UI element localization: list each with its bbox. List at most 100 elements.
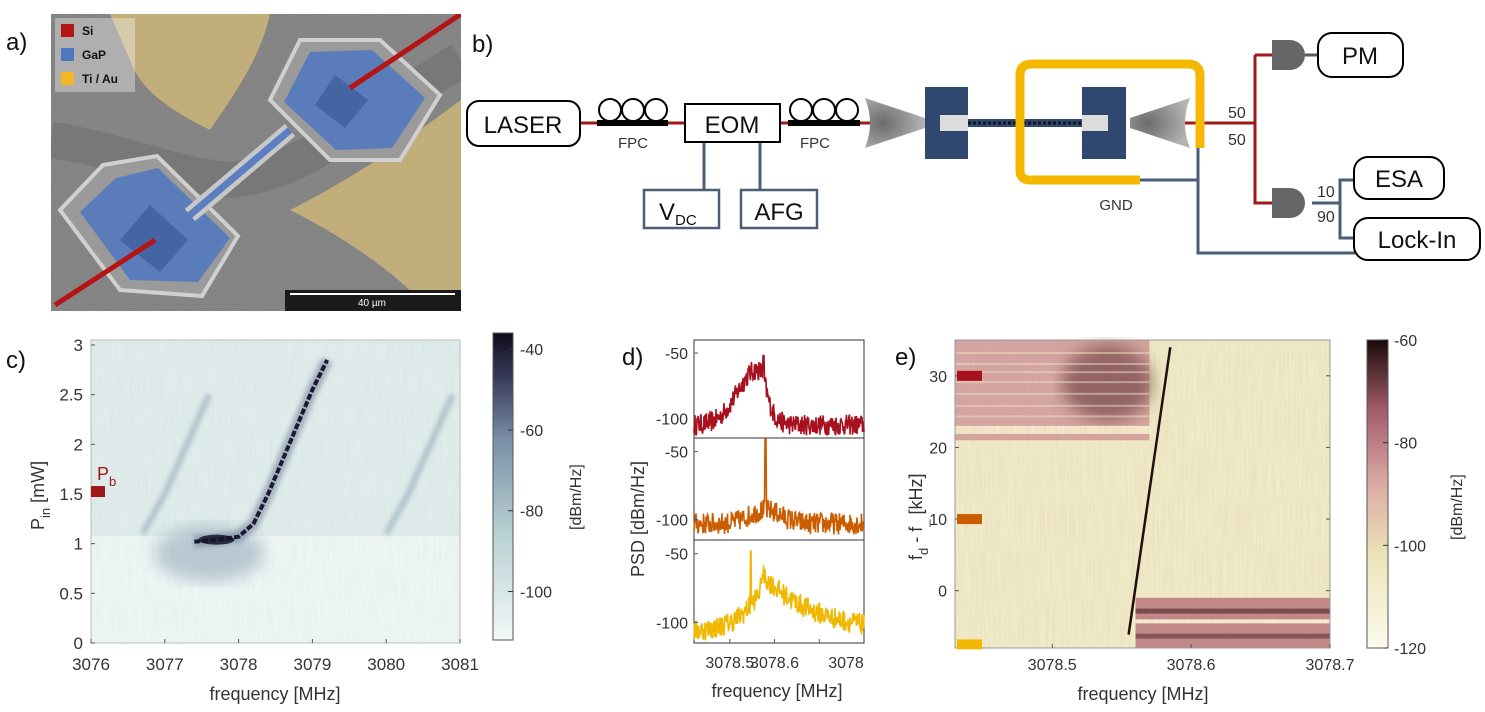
legend-si: Si: [82, 24, 93, 38]
e-marker-1: [957, 514, 982, 525]
c-x-axis-label: frequency [MHz]: [209, 684, 340, 704]
c-xtick-label: 3076: [72, 655, 110, 674]
laser-label: LASER: [484, 112, 563, 139]
si-waveguide-top: [348, 14, 461, 91]
e-cb-tick-label: -100: [1394, 538, 1426, 555]
e-ytick-label: 30: [929, 369, 947, 386]
device-chip: [865, 59, 1205, 185]
esa-box: [1353, 156, 1445, 200]
c-ytick-label: 0.5: [59, 584, 83, 603]
c-cb-tick-label: -100: [520, 585, 552, 602]
fpc-label-2: FPC: [800, 135, 830, 152]
legend-gap: GaP: [82, 48, 106, 62]
d-xtick-label: 3078: [828, 655, 864, 672]
d-ytick-label: -100: [656, 513, 688, 530]
d-ytick-label: -50: [665, 346, 688, 363]
e-x-axis-label: frequency [MHz]: [1077, 684, 1208, 704]
c-cb-tick-label: -40: [520, 342, 543, 359]
eom-box: [684, 103, 781, 143]
splitter-2-bottom: 90: [1317, 209, 1335, 226]
gold-electrode-top: [110, 14, 270, 130]
e-ytick-label: 0: [938, 584, 947, 601]
schematic: FPC FPC LASER EOM VDC AFG GND 50 50 10: [466, 32, 1481, 261]
panel-label-b: b): [472, 31, 493, 58]
panel-label-e: e): [895, 344, 916, 371]
splitter-1-bottom: 50: [1228, 132, 1246, 149]
gap-pad-left: [57, 153, 241, 299]
c-xtick-label: 3081: [441, 655, 479, 674]
gold-electrode-right: [290, 100, 461, 300]
e-xtick-label: 3078.6: [1167, 657, 1216, 674]
panel-label-c: c): [6, 347, 26, 374]
c-xtick-label: 3078: [220, 655, 258, 674]
c-xtick-label: 3080: [367, 655, 405, 674]
e-xtick-label: 3078.7: [1306, 657, 1355, 674]
e-xtick-label: 3078.5: [1028, 657, 1077, 674]
lockin-label: Lock-In: [1378, 227, 1457, 254]
panel-label-a: a): [6, 29, 27, 56]
e-ytick-label: 10: [929, 512, 947, 529]
laser-box: [466, 100, 581, 147]
d-ytick-label: -50: [665, 445, 688, 462]
d-x-axis-label: frequency [MHz]: [711, 681, 842, 701]
pm-label: PM: [1342, 43, 1378, 70]
pm-box: [1317, 32, 1404, 78]
d-xtick-label: 3078.5: [705, 655, 754, 672]
chart-c: 3076 3077 3078 3079 3080 3081 0 0.5 1 1.5 2 2.5 3 fr…: [28, 332, 585, 704]
c-ytick-label: 3: [74, 336, 83, 355]
fpc-paddle-1: [597, 98, 668, 126]
sem-image: Si GaP Ti / Au 40 µm: [51, 14, 461, 311]
c-y-axis-label: Pin [mW]: [28, 461, 53, 530]
gap-pad-right: [267, 38, 443, 162]
c-marker-label: Pb: [97, 464, 116, 489]
gnd-label: GND: [1099, 197, 1133, 214]
scale-bar-label: 40 µm: [358, 298, 386, 309]
chart-e: 3078.5 3078.6 3078.7 30 20 10 0 frequency [MHz…: [906, 333, 1466, 704]
d-ytick-label: -100: [656, 615, 688, 632]
fpc-paddle-2: [788, 98, 860, 126]
d-y-axis-label: PSD [dBm/Hz]: [628, 461, 648, 577]
d-xtick-label: 3078.6: [750, 655, 799, 672]
e-ytick-label: 20: [929, 440, 947, 457]
scale-bar: 40 µm: [285, 290, 461, 311]
c-ytick-label: 2.5: [59, 386, 83, 405]
d-ytick-label: -100: [656, 411, 688, 428]
splitter-2-top: 10: [1317, 184, 1335, 201]
c-ytick-label: 0: [74, 634, 83, 653]
c-marker-pb: [91, 486, 105, 497]
e-cb-tick-label: -80: [1394, 436, 1417, 453]
e-colorbar-label: [dBm/Hz]: [1449, 474, 1466, 540]
c-sideband-0: [140, 393, 212, 536]
c-colorbar: [492, 332, 514, 641]
c-colorbar-label: [dBm/Hz]: [568, 464, 585, 530]
vdc-label: VDC: [659, 199, 697, 229]
c-ytick-label: 2: [74, 435, 83, 454]
vdc-box: [642, 188, 721, 230]
c-ytick-label: 1: [74, 535, 83, 554]
afg-box: [739, 188, 819, 230]
sem-legend: Si GaP Ti / Au: [55, 18, 135, 92]
photodetector-rf: [1272, 188, 1305, 218]
e-marker-2: [957, 639, 982, 650]
d-trace-0: [693, 354, 865, 437]
c-ytick-label: 1.5: [59, 485, 83, 504]
lockin-box: [1353, 217, 1481, 261]
e-y-axis-label: fd - f_ [kHz]: [906, 474, 931, 561]
d-trace-1: [693, 438, 865, 535]
e-marker-0: [957, 370, 982, 381]
d-ytick-label: -50: [665, 547, 688, 564]
c-xtick-label: 3077: [146, 655, 184, 674]
c-onset-spot: [198, 534, 235, 545]
si-waveguide-bottom: [53, 237, 157, 308]
esa-label: ESA: [1375, 166, 1423, 193]
panel-label-d: d): [622, 344, 643, 371]
e-cb-tick-label: -60: [1394, 333, 1417, 350]
e-cb-tick-label: -120: [1394, 641, 1426, 658]
c-cb-tick-label: -80: [520, 504, 543, 521]
photodetector-pm: [1272, 40, 1305, 70]
e-colorbar: [1366, 339, 1389, 649]
c-sideband-1: [383, 393, 456, 536]
eom-label: EOM: [705, 112, 760, 139]
